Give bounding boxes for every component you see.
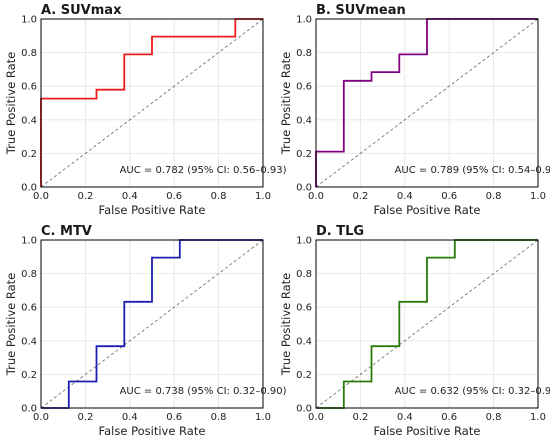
y-axis-label: True Positive Rate (279, 52, 293, 155)
x-tick-label: 0.0 (308, 191, 324, 202)
x-tick-label: 0.2 (352, 191, 368, 202)
y-tick-label: 0.2 (296, 370, 312, 381)
x-axis-label: False Positive Rate (99, 424, 206, 438)
y-tick-label: 0.8 (21, 269, 37, 280)
auc-annotation: AUC = 0.632 (95% CI: 0.32–0.90) (395, 386, 550, 397)
panel-title: C. MTV (41, 224, 92, 239)
y-tick-label: 0.0 (21, 404, 37, 415)
panel-title: A. SUVmax (41, 3, 122, 18)
auc-annotation: AUC = 0.738 (95% CI: 0.32–0.90) (120, 386, 287, 397)
plot-frame (40, 18, 264, 188)
x-tick-label: 0.4 (397, 191, 413, 202)
x-tick-label: 0.0 (33, 191, 49, 202)
y-tick-label: 1.0 (296, 236, 312, 247)
y-axis-label: True Positive Rate (4, 52, 18, 155)
chance-diagonal (315, 18, 539, 188)
x-tick-label: 0.2 (77, 191, 93, 202)
x-tick-label: 1.0 (255, 412, 271, 423)
x-tick-label: 0.2 (77, 412, 93, 423)
plot-frame (315, 239, 539, 409)
roc-curve (41, 239, 263, 409)
x-tick-label: 0.8 (211, 412, 227, 423)
y-tick-label: 0.4 (21, 115, 37, 126)
x-tick-label: 0.8 (486, 191, 502, 202)
y-tick-label: 0.0 (21, 183, 37, 194)
x-tick-label: 1.0 (530, 191, 546, 202)
roc-panel: 0.0 0.2 0.4 0.6 0.8 1.0 0.0 0.2 0.4 0.6 0.8 1.0 Fals… (279, 224, 550, 438)
roc-curve (40, 18, 263, 187)
y-tick-label: 0.8 (296, 48, 312, 59)
y-tick-label: 0.6 (21, 303, 37, 314)
x-tick-label: 0.8 (211, 191, 227, 202)
y-tick-label: 0.2 (21, 149, 37, 160)
chance-diagonal (315, 239, 539, 409)
roc-panel: 0.0 0.2 0.4 0.6 0.8 1.0 0.0 0.2 0.4 0.6 0.8 1.0 Fals… (4, 224, 287, 438)
x-tick-label: 0.6 (166, 191, 182, 202)
y-tick-label: 0.4 (296, 336, 312, 347)
y-tick-label: 1.0 (21, 15, 37, 26)
y-tick-label: 0.6 (296, 82, 312, 93)
x-tick-label: 0.6 (166, 412, 182, 423)
x-tick-label: 0.8 (486, 412, 502, 423)
x-tick-label: 1.0 (530, 412, 546, 423)
roc-curve (315, 18, 538, 187)
x-tick-label: 0.4 (397, 412, 413, 423)
y-axis-label: True Positive Rate (4, 273, 18, 376)
auc-annotation: AUC = 0.782 (95% CI: 0.56–0.93) (120, 165, 287, 176)
y-tick-label: 0.2 (296, 149, 312, 160)
y-tick-label: 0.8 (21, 48, 37, 59)
chance-diagonal (40, 18, 264, 188)
x-tick-label: 0.2 (352, 412, 368, 423)
y-tick-label: 0.4 (296, 115, 312, 126)
x-tick-label: 0.6 (441, 412, 457, 423)
x-tick-label: 0.6 (441, 191, 457, 202)
x-tick-label: 0.4 (122, 191, 138, 202)
plot-frame (315, 18, 539, 188)
x-axis-label: False Positive Rate (99, 203, 206, 217)
auc-annotation: AUC = 0.789 (95% CI: 0.54–0.97) (395, 165, 550, 176)
y-tick-label: 0.6 (21, 82, 37, 93)
y-tick-label: 0.4 (21, 336, 37, 347)
chance-diagonal (40, 239, 264, 409)
y-tick-label: 0.0 (296, 183, 312, 194)
x-axis-label: False Positive Rate (374, 203, 481, 217)
y-tick-label: 0.2 (21, 370, 37, 381)
y-tick-label: 1.0 (296, 15, 312, 26)
x-axis-label: False Positive Rate (374, 424, 481, 438)
x-tick-label: 0.0 (308, 412, 324, 423)
y-axis-label: True Positive Rate (279, 273, 293, 376)
y-tick-label: 0.6 (296, 303, 312, 314)
y-tick-label: 0.8 (296, 269, 312, 280)
y-tick-label: 0.0 (296, 404, 312, 415)
roc-curve (316, 239, 538, 409)
plot-frame (40, 239, 264, 409)
y-tick-label: 1.0 (21, 236, 37, 247)
roc-panel: 0.0 0.2 0.4 0.6 0.8 1.0 0.0 0.2 0.4 0.6 0.8 1.0 Fals… (4, 3, 287, 217)
x-tick-label: 0.4 (122, 412, 138, 423)
x-tick-label: 1.0 (255, 191, 271, 202)
panel-title: B. SUVmean (316, 3, 406, 18)
roc-panel: 0.0 0.2 0.4 0.6 0.8 1.0 0.0 0.2 0.4 0.6 0.8 1.0 Fals… (279, 3, 550, 217)
x-tick-label: 0.0 (33, 412, 49, 423)
panel-title: D. TLG (316, 224, 364, 239)
